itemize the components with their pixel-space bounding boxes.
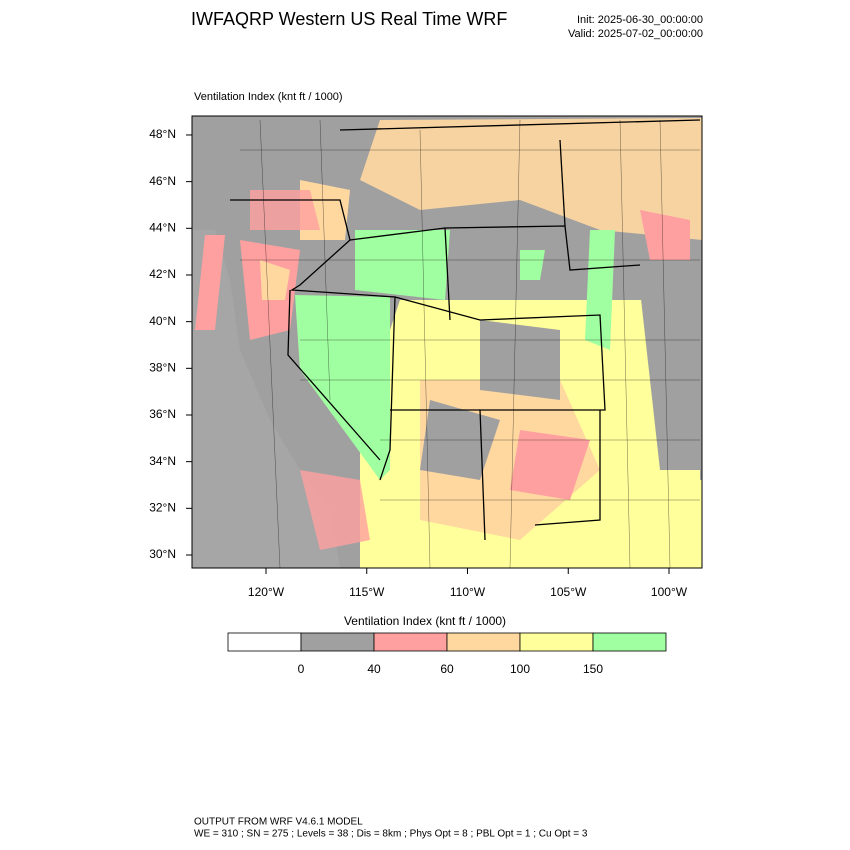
colorbar-box <box>227 632 302 652</box>
colorbar-box <box>300 632 375 652</box>
lon-label: 115°W <box>349 585 385 599</box>
colorbar-label: 150 <box>583 662 603 676</box>
colorbar-label: 60 <box>440 662 454 676</box>
colorbar-box <box>446 632 521 652</box>
colorbar-box <box>373 632 448 652</box>
lon-label: 120°W <box>248 585 285 599</box>
map <box>191 115 703 569</box>
footer-line: WE = 310 ; SN = 275 ; Levels = 38 ; Dis … <box>194 829 588 840</box>
lat-label: 38°N <box>149 360 176 374</box>
colorbar-label: 0 <box>298 662 305 676</box>
footer-line: OUTPUT FROM WRF V4.6.1 MODEL <box>194 817 363 828</box>
lat-label: 32°N <box>149 501 176 515</box>
lat-label: 34°N <box>149 454 176 468</box>
lat-label: 42°N <box>149 267 176 281</box>
colorbar-box <box>519 632 594 652</box>
init-time: Init: 2025-06-30_00:00:00 <box>577 14 703 26</box>
lat-label: 48°N <box>149 127 176 141</box>
lon-label: 100°W <box>651 585 688 599</box>
lat-label: 40°N <box>149 314 176 328</box>
lon-label: 110°W <box>450 585 486 599</box>
lat-label: 30°N <box>149 547 176 561</box>
map-title: Ventilation Index (knt ft / 1000) <box>194 91 343 103</box>
colorbar-label: 40 <box>367 662 381 676</box>
colorbar-label: 100 <box>510 662 530 676</box>
lat-label: 36°N <box>149 407 176 421</box>
lon-label: 105°W <box>550 585 587 599</box>
colorbar-box <box>592 632 667 652</box>
lat-label: 44°N <box>149 220 176 234</box>
colorbar-title: Ventilation Index (knt ft / 1000) <box>344 614 506 628</box>
page-title: IWFAQRP Western US Real Time WRF <box>191 9 507 29</box>
lat-label: 46°N <box>149 174 176 188</box>
valid-time: Valid: 2025-07-02_00:00:00 <box>568 28 703 40</box>
